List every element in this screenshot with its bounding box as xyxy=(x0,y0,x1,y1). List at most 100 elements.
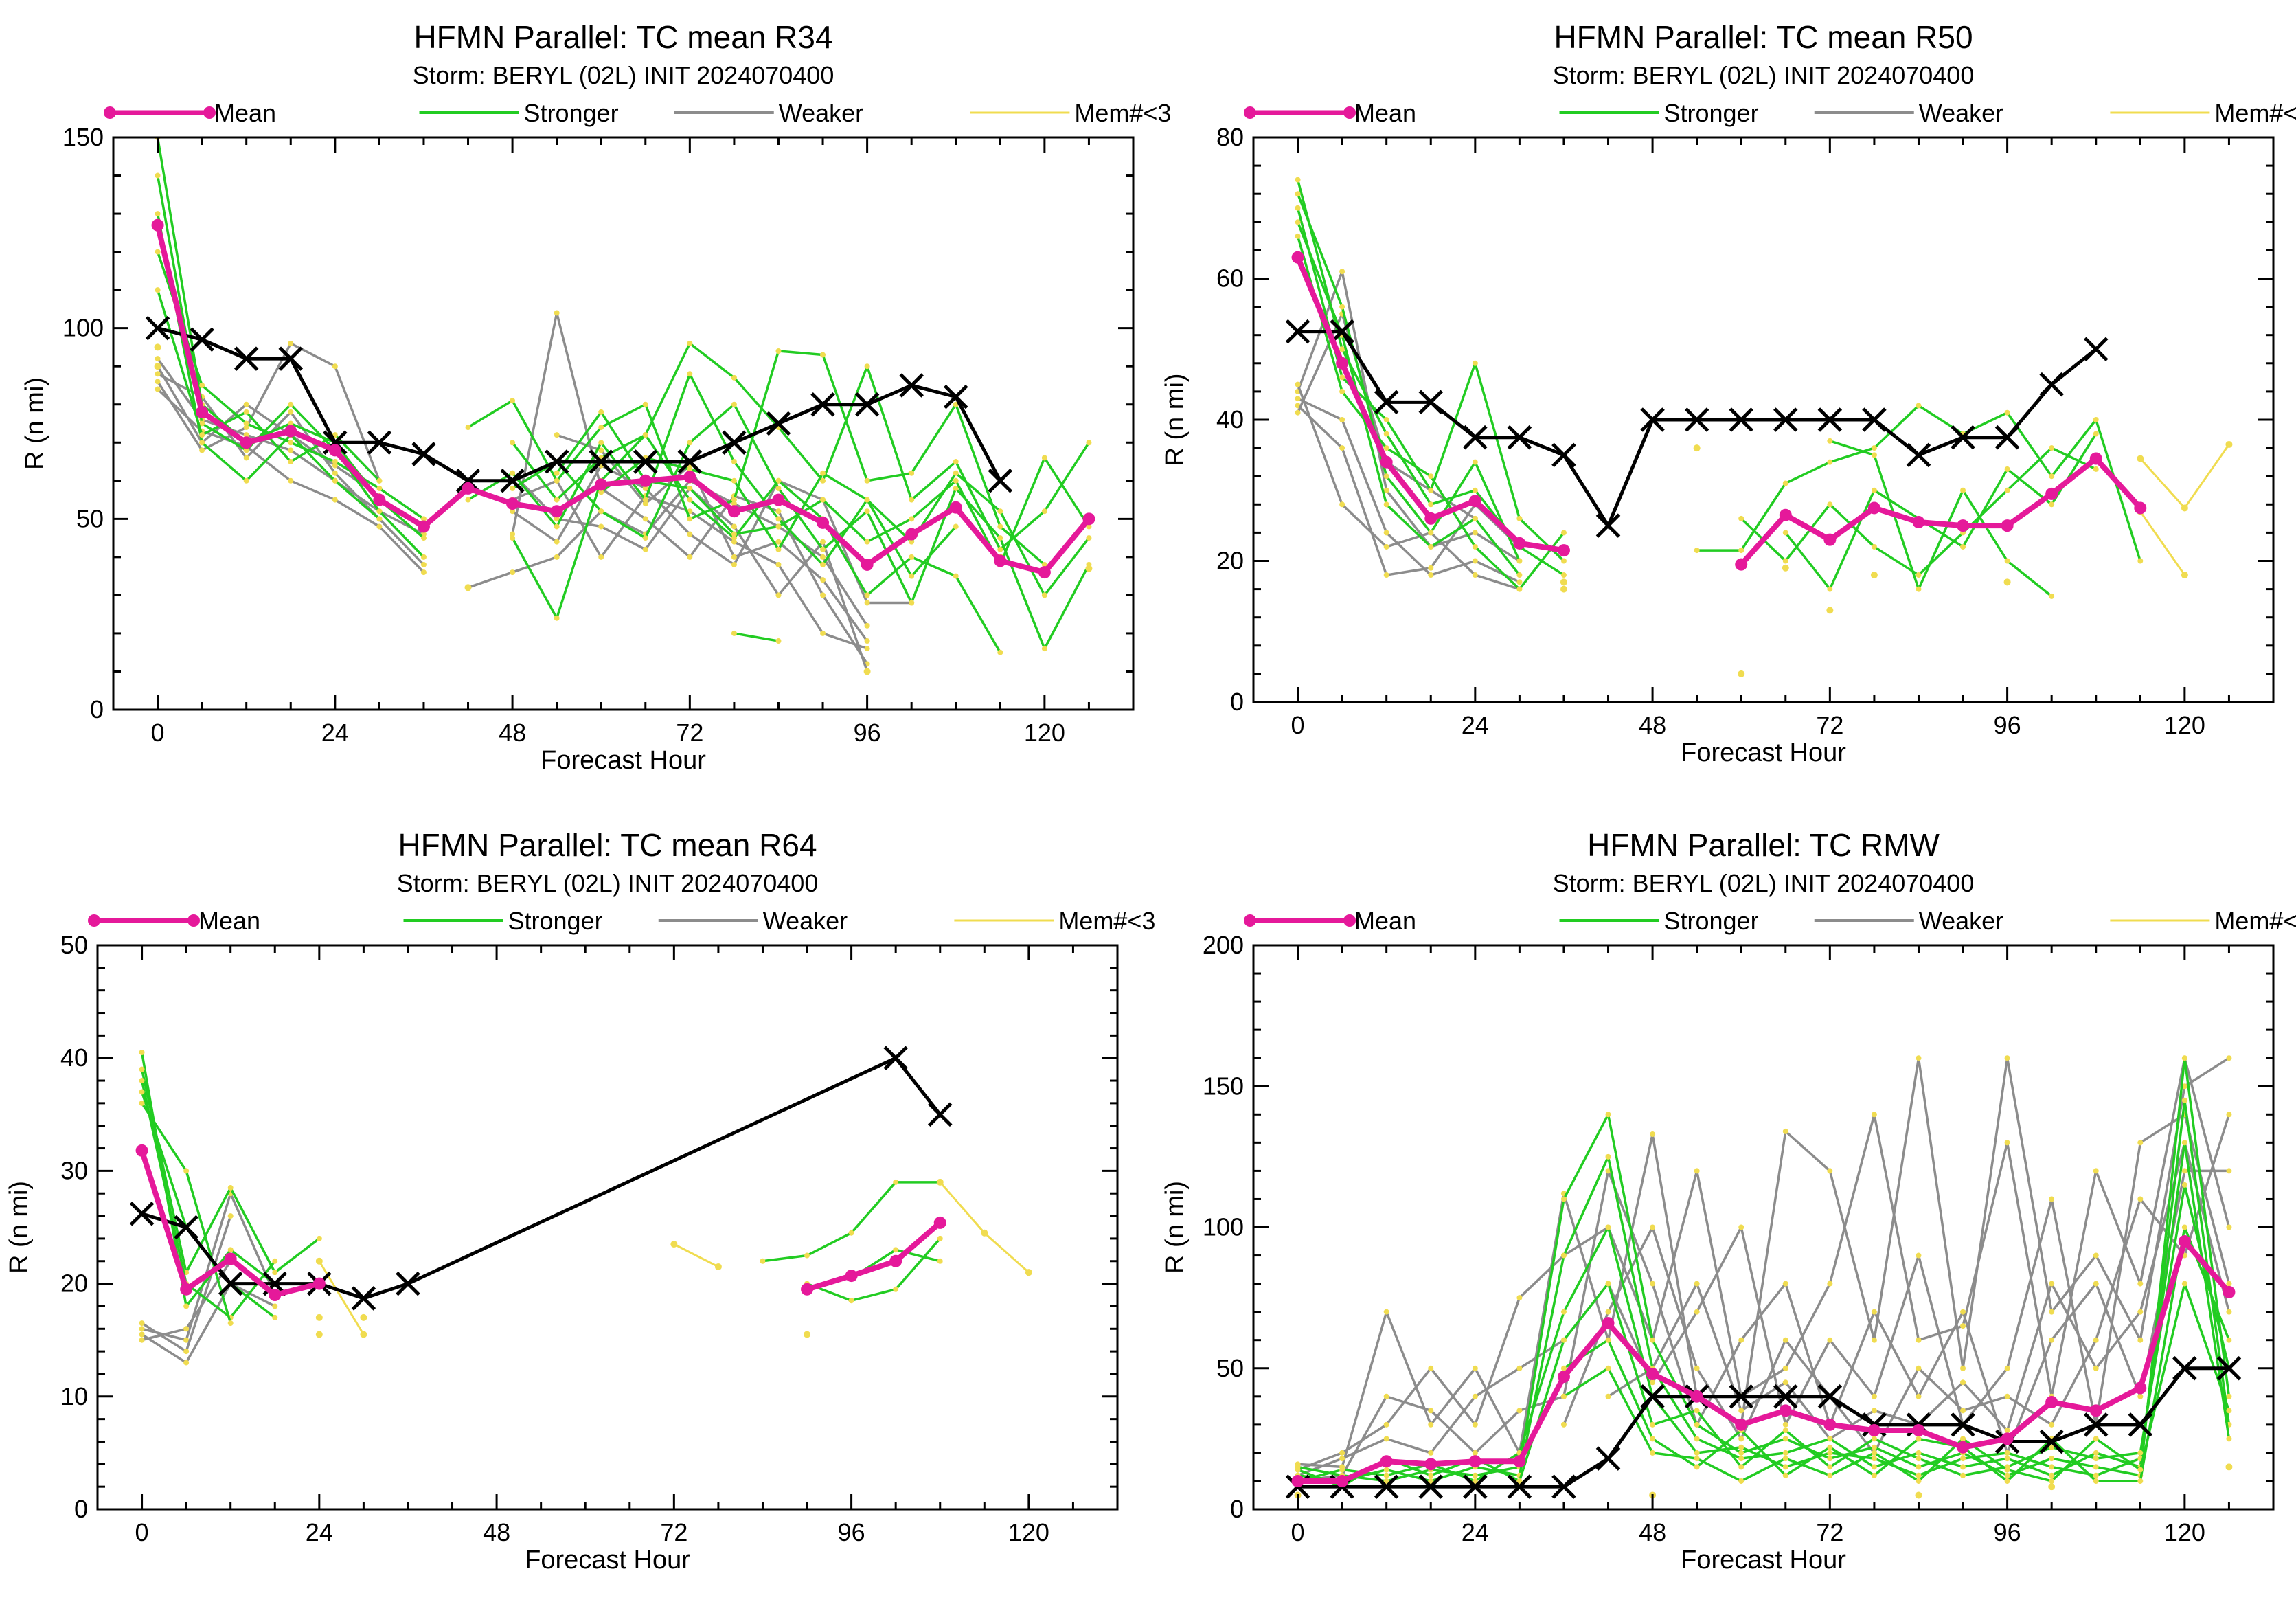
weaker-series-point xyxy=(1827,1337,1833,1343)
few-member-series-point xyxy=(936,1178,944,1186)
mean-series-point xyxy=(1038,566,1051,579)
stronger-series-point xyxy=(1782,530,1788,536)
stronger-series-point xyxy=(1339,346,1345,352)
observed-marker xyxy=(396,1271,420,1296)
chart-title: HFMN Parallel: TC mean R50 xyxy=(1554,19,1973,55)
observed-marker xyxy=(1951,425,1975,450)
observed-marker xyxy=(722,430,747,455)
weaker-series-point xyxy=(183,1337,190,1343)
observed-marker xyxy=(351,1286,376,1311)
weaker-series-point xyxy=(1782,1421,1788,1428)
stronger-series-point xyxy=(554,615,560,621)
weaker-series-point xyxy=(332,462,338,469)
weaker-series-point xyxy=(1383,1393,1389,1399)
observed-marker xyxy=(1773,1384,1798,1409)
stronger-series-line xyxy=(1563,1282,2231,1482)
stronger-series-point xyxy=(1428,501,1434,508)
stronger-series xyxy=(1738,445,2099,578)
few-member-point xyxy=(1560,578,1567,586)
weaker-series-line xyxy=(1297,397,1521,583)
mean-series-point xyxy=(312,1277,326,1290)
stronger-series-point xyxy=(864,497,870,503)
stronger-series-point xyxy=(554,470,560,476)
weaker-series-point xyxy=(687,531,693,537)
few-member-point xyxy=(863,668,871,675)
stronger-series-point xyxy=(2093,1436,2099,1442)
mean-series-point xyxy=(1557,544,1570,557)
weaker-series-point xyxy=(1428,1421,1434,1428)
stronger-series-point xyxy=(2004,558,2010,564)
mean-series-point xyxy=(1779,1404,1792,1417)
stronger-series-point xyxy=(731,477,737,484)
weaker-series-point xyxy=(1339,417,1345,422)
legend-mean: Mean xyxy=(1244,907,1416,935)
stronger-series-point xyxy=(1738,1450,1744,1456)
weaker-series-point xyxy=(1694,1168,1700,1174)
y-tick-label: 20 xyxy=(60,1270,88,1298)
stronger-series-point xyxy=(272,1314,278,1320)
stronger-series-point xyxy=(731,497,737,503)
weaker-series-point xyxy=(2137,1196,2144,1202)
observed-marker xyxy=(411,442,436,466)
y-axis: 0 50 100 150 xyxy=(62,123,1133,723)
stronger-series-point xyxy=(1295,219,1301,225)
y-tick-label: 100 xyxy=(62,314,104,342)
stronger-series-point xyxy=(1383,1467,1389,1473)
stronger-series-point xyxy=(1650,1450,1656,1456)
weaker-series-point xyxy=(2137,1281,2144,1287)
few-member-series-line xyxy=(2139,510,2186,576)
observed-marker xyxy=(145,315,170,341)
y-axis: 0 10 20 30 40 50 xyxy=(60,931,1117,1523)
weaker-series-point xyxy=(1916,1252,1922,1259)
legend-mean-label: Mean xyxy=(214,99,276,127)
y-tick-label: 80 xyxy=(1216,123,1244,151)
stronger-series-point xyxy=(1339,1467,1345,1473)
x-tick-label: 72 xyxy=(676,719,703,747)
stronger-series-point xyxy=(953,470,959,476)
stronger-series-point xyxy=(731,401,737,407)
observed-series xyxy=(145,315,1013,493)
legend-few: Mem#<3 xyxy=(970,99,1171,127)
x-axis-label: Forecast Hour xyxy=(525,1546,690,1575)
stronger-series-point xyxy=(1827,1450,1833,1456)
mean-series-line xyxy=(806,1220,942,1292)
stronger-series-point xyxy=(1086,440,1092,446)
stronger-series-point xyxy=(1694,548,1700,554)
weaker-series-point xyxy=(1516,1295,1523,1301)
weaker-series-line xyxy=(1296,384,1520,591)
observed-marker xyxy=(1374,390,1399,415)
weaker-series-point xyxy=(2181,1168,2187,1174)
stronger-series-point xyxy=(1738,1456,1744,1462)
mean-series-point xyxy=(1082,512,1095,526)
weaker-series-point xyxy=(1428,1450,1434,1456)
stronger-series-point xyxy=(731,531,737,537)
stronger-series-point xyxy=(1295,191,1301,197)
mean-series-point xyxy=(1867,1424,1880,1437)
chart-subtitle: Storm: BERYL (02L) INIT 2024070400 xyxy=(1553,61,1975,89)
x-axis: 0 24 48 72 96 120 xyxy=(135,945,1119,1546)
stronger-series-point xyxy=(1605,1281,1611,1287)
stronger-series-point xyxy=(420,535,427,541)
weaker-series-point xyxy=(775,539,782,545)
observed-marker xyxy=(810,392,835,417)
mean-series-point xyxy=(595,478,608,491)
few-member-point xyxy=(464,584,472,591)
stronger-series-point xyxy=(1605,1224,1611,1230)
stronger-series-point xyxy=(1383,417,1389,422)
stronger-series-point xyxy=(1428,543,1434,550)
x-axis-label: Forecast Hour xyxy=(1681,1546,1846,1575)
weaker-series-point xyxy=(775,561,782,567)
few-member-series-point xyxy=(2137,455,2144,462)
mean-series-point xyxy=(2001,519,2014,532)
stronger-series-point xyxy=(2049,445,2055,451)
stronger-series-point xyxy=(199,432,205,438)
mean-series-point xyxy=(2001,1432,2014,1445)
mean-series-point xyxy=(2089,1404,2102,1417)
stronger-series-point xyxy=(997,508,1003,515)
mean-series-point xyxy=(2134,501,2147,515)
mean-series-line xyxy=(155,224,1091,576)
weaker-series-point xyxy=(1295,409,1301,416)
stronger-series-point xyxy=(243,447,249,453)
weaker-series-point xyxy=(2004,1365,2010,1371)
weaker-series-point xyxy=(1916,1365,1922,1371)
